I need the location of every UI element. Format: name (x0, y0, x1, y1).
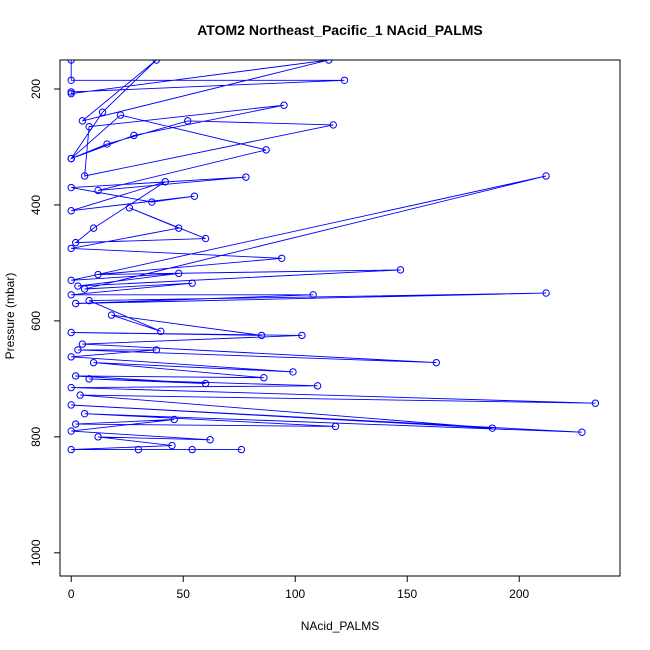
y-axis-label: Pressure (mbar) (3, 273, 17, 360)
data-point-52 (78, 340, 87, 348)
data-point-38 (67, 276, 75, 285)
data-point-43 (309, 291, 317, 299)
data-point-47 (157, 327, 165, 336)
data-point-61 (201, 379, 210, 388)
data-point-78 (67, 445, 75, 454)
data-point-25 (67, 207, 75, 215)
data-point-53 (432, 358, 441, 367)
data-point-1 (67, 76, 75, 84)
x-tick-label-3: 150 (397, 587, 417, 601)
data-point-5 (325, 60, 333, 64)
data-point-10 (130, 131, 138, 140)
chart-title: ATOM2 Northeast_Pacific_1 NAcid_PALMS (197, 22, 483, 38)
data-point-8 (98, 108, 107, 116)
y-tick-label-4: 1000 (29, 539, 43, 566)
data-point-26 (161, 178, 169, 186)
data-point-7 (152, 60, 161, 64)
data-point-11 (280, 101, 288, 109)
plot-frame (59, 59, 621, 577)
series-line-0 (70, 60, 596, 451)
plot-area (67, 60, 600, 454)
data-point-71 (331, 422, 340, 431)
data-point-41 (188, 279, 196, 287)
data-point-32 (67, 244, 75, 253)
y-tick-label-3: 800 (29, 427, 43, 447)
data-point-72 (71, 420, 80, 428)
data-point-31 (175, 224, 183, 232)
data-point-60 (71, 372, 80, 380)
data-point-14 (329, 121, 337, 129)
y-tick-label-0: 200 (29, 79, 43, 99)
data-point-51 (298, 331, 306, 340)
x-tick-label-2: 100 (285, 587, 305, 601)
data-point-35 (396, 266, 405, 274)
data-point-19 (262, 146, 270, 154)
axis-ticks: 0 50 100 150 200 200 400 600 800 1000 (29, 79, 530, 601)
data-point-17 (67, 154, 75, 163)
x-tick-label-4: 200 (509, 587, 529, 601)
x-tick-label-0: 0 (68, 587, 75, 601)
series-group (67, 60, 600, 454)
data-point-68 (67, 401, 75, 409)
data-point-23 (148, 198, 156, 206)
data-point-79 (237, 445, 246, 454)
data-point-74 (67, 427, 75, 435)
data-point-50 (67, 328, 75, 337)
data-point-33 (278, 254, 286, 262)
data-point-69 (578, 428, 586, 436)
data-point-64 (67, 383, 75, 392)
data-point-34 (94, 270, 102, 279)
data-point-45 (542, 289, 550, 297)
data-point-73 (170, 415, 178, 424)
data-point-15 (183, 117, 192, 125)
x-tick-label-1: 50 (177, 587, 191, 601)
data-point-0 (67, 60, 75, 64)
data-point-46 (85, 296, 93, 305)
data-point-66 (76, 391, 84, 399)
data-point-22 (67, 183, 75, 192)
data-point-56 (67, 353, 75, 361)
data-point-13 (80, 172, 89, 180)
data-point-27 (89, 224, 98, 232)
data-point-54 (74, 346, 82, 354)
data-point-63 (313, 382, 322, 390)
data-point-29 (201, 234, 210, 243)
data-point-20 (94, 186, 102, 195)
data-point-77 (168, 441, 176, 450)
y-tick-label-1: 400 (29, 195, 43, 215)
data-point-36 (74, 282, 82, 290)
data-point-55 (152, 346, 161, 354)
data-point-49 (257, 331, 266, 340)
data-point-42 (67, 291, 75, 299)
data-point-28 (71, 238, 80, 247)
data-point-62 (85, 375, 93, 383)
data-point-70 (80, 409, 89, 418)
data-point-2 (340, 76, 349, 84)
data-point-80 (134, 445, 143, 454)
data-point-48 (107, 311, 116, 319)
data-point-4 (67, 89, 75, 98)
y-tick-label-2: 600 (29, 311, 43, 331)
data-point-67 (488, 424, 497, 432)
x-axis-label: NAcid_PALMS (301, 619, 379, 633)
data-point-39 (542, 172, 550, 180)
data-point-30 (125, 204, 134, 212)
data-point-12 (85, 122, 93, 131)
data-point-24 (190, 192, 199, 200)
data-point-75 (206, 436, 214, 444)
data-point-81 (188, 445, 196, 454)
data-point-21 (242, 173, 250, 181)
data-point-40 (80, 285, 89, 293)
data-point-65 (591, 399, 600, 407)
data-point-18 (116, 111, 125, 119)
data-point-6 (78, 117, 87, 125)
data-point-76 (94, 433, 102, 441)
data-point-58 (89, 358, 98, 367)
data-point-57 (289, 368, 297, 376)
data-point-37 (175, 269, 183, 278)
data-point-16 (103, 140, 111, 148)
data-point-59 (260, 374, 268, 382)
data-point-44 (71, 299, 80, 308)
